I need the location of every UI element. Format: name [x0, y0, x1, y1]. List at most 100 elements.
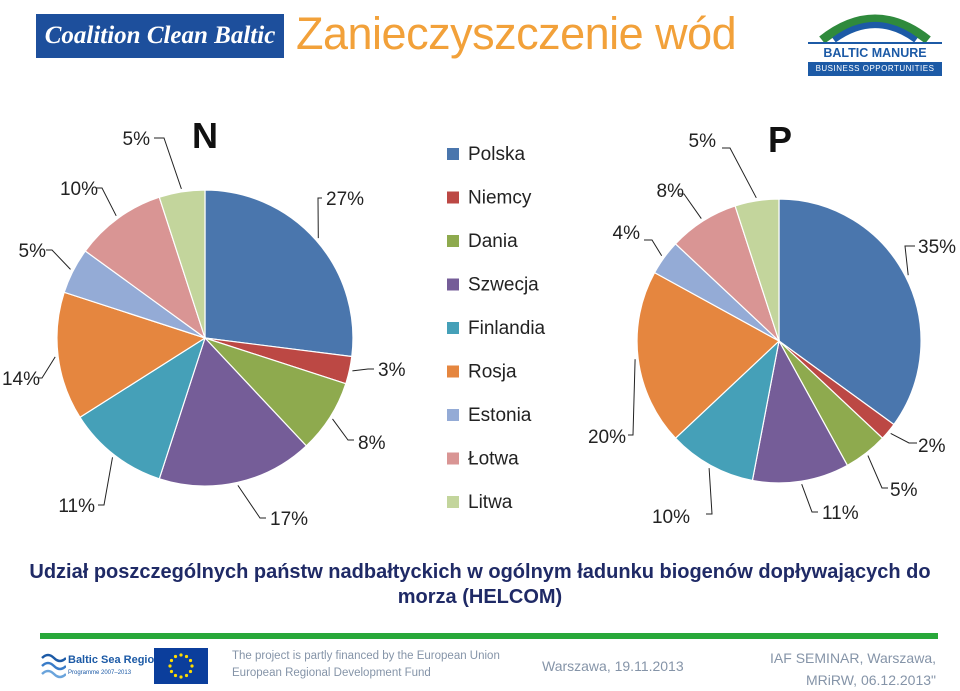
- legend-label-polska: Polska: [468, 144, 525, 165]
- legend-swatch-lotwa: [447, 452, 459, 465]
- pie-p-leader-line: [890, 432, 917, 444]
- pie-p-slice-szwecja: [751, 339, 849, 484]
- funding-statement: The project is partly financed by the Eu…: [232, 648, 522, 682]
- legend-label-litwa: Litwa: [468, 492, 513, 513]
- pie-n-label-estonia: 5%: [19, 241, 47, 262]
- pie-n-label-rosja: 14%: [2, 369, 40, 390]
- pie-n-leader-line: [96, 187, 117, 217]
- pie-n-slice-litwa: [158, 189, 206, 339]
- pie-charts: 27% 3% 8% 17% 11% 14% 5% 10% 5% N 35% 2% 5% 11% 10% 20…: [2, 115, 956, 530]
- eu-flag-icon: [154, 648, 208, 684]
- footer-date: Warszawa, 19.11.2013: [542, 658, 684, 674]
- pie-p-leader-line: [722, 147, 757, 199]
- pie-p-slice-finlandia: [674, 339, 780, 482]
- pie-n-label-lotwa: 10%: [60, 179, 98, 200]
- pie-p-label-niemcy: 2%: [918, 436, 946, 457]
- legend-label-lotwa: Łotwa: [468, 449, 519, 470]
- pie-p-leader-line: [628, 359, 636, 436]
- eu-star-icon: [184, 673, 189, 678]
- pie-n-label-finlandia: 11%: [58, 496, 95, 517]
- legend-swatch-litwa: [447, 496, 459, 508]
- pie-n-leader-line: [98, 457, 113, 506]
- pie-p-leader-line: [801, 484, 818, 513]
- baltic-manure-tagline: BUSINESS OPPORTUNITIES: [808, 62, 942, 76]
- pie-n-slice-lotwa: [84, 196, 207, 340]
- event-line-2: MRiRW, 06.12.2013": [806, 672, 936, 688]
- legend-label-rosja: Rosja: [468, 362, 517, 383]
- legend-label-dania: Dania: [468, 231, 518, 252]
- legend-label-niemcy: Niemcy: [468, 188, 532, 209]
- chart-caption: Udział poszczególnych państw nadbałtycki…: [29, 561, 931, 608]
- pie-p-leader-line: [706, 468, 713, 515]
- pie-p-leader-line: [644, 239, 663, 257]
- pie-n-leader-line: [352, 368, 374, 372]
- eu-star-icon: [173, 673, 178, 678]
- coalition-clean-baltic-logo: Coalition Clean Baltic: [36, 14, 284, 58]
- baltic-sea-region-logo: Baltic Sea Region Programme 2007–2013: [40, 644, 161, 688]
- legend-swatch-dania: [447, 235, 459, 247]
- pie-n-slice-finlandia: [79, 336, 207, 480]
- eu-star-icon: [169, 658, 174, 663]
- baltic-sea-region-waves-icon: [41, 653, 66, 679]
- legend-swatch-szwecja: [447, 278, 459, 291]
- pie-p-label-litwa: 5%: [689, 131, 717, 152]
- pie-n-title: N: [192, 115, 218, 156]
- pie-p-label-szwecja: 11%: [822, 503, 859, 524]
- pie-chart-p: 35% 2% 5% 11% 10% 20% 4% 8% 5% P: [588, 119, 956, 528]
- funding-line-1: The project is partly financed by the Eu…: [232, 650, 500, 662]
- pie-n-label-dania: 8%: [358, 433, 386, 454]
- pie-n-slice-szwecja: [158, 336, 308, 487]
- baltic-manure-arch-icon: [819, 14, 931, 42]
- eu-star-icon: [179, 675, 183, 679]
- baltic-manure-logo: BALTIC MANURE BUSINESS OPPORTUNITIES: [808, 4, 942, 76]
- pie-n-leader-line: [38, 356, 56, 379]
- pie-n-label-niemcy: 3%: [378, 360, 406, 381]
- funding-line-2: European Regional Development Fund: [232, 667, 431, 679]
- pie-p-label-lotwa: 8%: [657, 181, 685, 202]
- pie-p-leader-line: [904, 245, 915, 276]
- pie-n-slice-rosja: [56, 291, 207, 419]
- legend-swatch-niemcy: [447, 191, 459, 204]
- pie-n-label-szwecja: 17%: [270, 509, 308, 530]
- pie-p-slice-litwa: [734, 198, 780, 342]
- chart-legend: Polska Niemcy Dania Szwecja Finlandia Rosja Es…: [447, 144, 546, 513]
- pie-n-leader-line: [237, 485, 266, 519]
- pie-p-label-dania: 5%: [890, 480, 918, 501]
- eu-star-icon: [190, 664, 194, 668]
- pie-n-leader-line: [46, 249, 71, 270]
- pie-n-leader-line: [332, 418, 354, 441]
- baltic-sea-region-name: Baltic Sea Region: [68, 654, 161, 666]
- legend-label-estonia: Estonia: [468, 405, 532, 426]
- eu-star-icon: [179, 653, 183, 657]
- legend-swatch-estonia: [447, 409, 459, 421]
- eu-star-icon: [168, 664, 172, 668]
- pie-p-label-estonia: 4%: [613, 223, 641, 244]
- pie-p-leader-line: [678, 193, 702, 219]
- pie-p-label-polska: 35%: [918, 237, 956, 258]
- pie-p-title: P: [768, 119, 792, 160]
- pie-p-slice-rosja: [636, 271, 781, 440]
- event-line-1: IAF SEMINAR, Warszawa,: [770, 650, 936, 666]
- pie-p-label-rosja: 20%: [588, 427, 626, 448]
- slide-title: Zanieczyszczenie wód: [296, 8, 737, 59]
- pie-n-label-polska: 27%: [326, 189, 364, 210]
- eu-star-icon: [188, 658, 193, 663]
- footer-event: IAF SEMINAR, Warszawa, MRiRW, 06.12.2013…: [726, 647, 936, 691]
- pie-n-slice-polska: [204, 189, 354, 358]
- legend-swatch-finlandia: [447, 322, 459, 334]
- footer-divider: [40, 633, 938, 639]
- legend-label-szwecja: Szwecja: [468, 275, 539, 296]
- pie-n-leader-line: [317, 197, 322, 239]
- eu-star-icon: [169, 669, 174, 674]
- pie-p-leader-line: [867, 455, 888, 489]
- pie-chart-n: 27% 3% 8% 17% 11% 14% 5% 10% 5% N: [2, 115, 406, 530]
- pie-p-slice-polska: [778, 198, 922, 426]
- eu-star-icon: [188, 669, 193, 674]
- baltic-sea-region-programme: Programme 2007–2013: [68, 670, 132, 676]
- pie-n-label-litwa: 5%: [123, 129, 151, 150]
- legend-swatch-rosja: [447, 365, 459, 378]
- baltic-manure-name: BALTIC MANURE: [808, 42, 942, 62]
- legend-label-finlandia: Finlandia: [468, 318, 546, 339]
- pie-n-leader-line: [154, 137, 182, 190]
- legend-swatch-polska: [447, 148, 459, 160]
